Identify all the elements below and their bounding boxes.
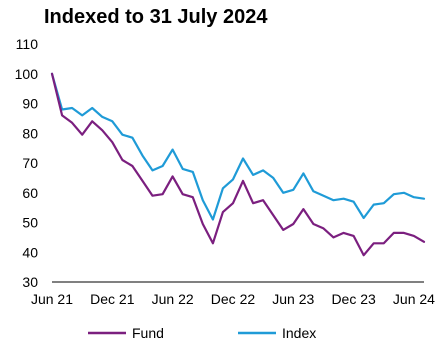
y-tick-label: 90 xyxy=(22,96,38,112)
y-tick-label: 60 xyxy=(22,185,38,201)
y-tick-label: 80 xyxy=(22,125,38,141)
y-tick-label: 30 xyxy=(22,274,38,290)
x-tick-label: Dec 22 xyxy=(211,291,256,307)
y-tick-label: 40 xyxy=(22,244,38,260)
x-tick-label: Dec 21 xyxy=(90,291,135,307)
legend-label-index: Index xyxy=(282,325,316,341)
series-line-index xyxy=(52,74,424,220)
y-tick-label: 110 xyxy=(16,36,39,52)
x-tick-label: Dec 23 xyxy=(331,291,376,307)
legend-label-fund: Fund xyxy=(132,325,164,341)
series-line-fund xyxy=(52,74,424,255)
x-tick-label: Jun 24 xyxy=(393,291,435,307)
x-tick-label: Jun 23 xyxy=(272,291,314,307)
x-tick-label: Jun 21 xyxy=(31,291,73,307)
x-tick-label: Jun 22 xyxy=(152,291,194,307)
y-tick-label: 70 xyxy=(22,155,38,171)
y-tick-label: 100 xyxy=(15,66,39,82)
y-tick-label: 50 xyxy=(22,215,38,231)
